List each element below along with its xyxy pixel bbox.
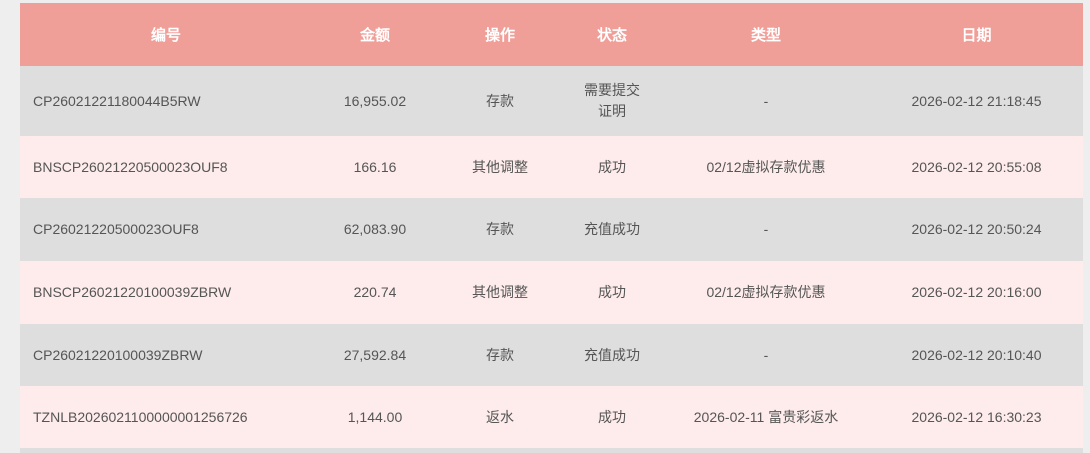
table-header: 编号 金额 操作 状态 类型 日期 [20,3,1083,66]
status-cell: 充值成功 [562,324,662,386]
date-cell: 2026-02-12 21:18:45 [870,66,1083,136]
table-row: CP26021220500023OUF8 62,083.90 存款 充值成功 -2026… [20,198,1083,261]
amount-cell: 27,592.84 [312,324,438,386]
status-cell: 成功 [562,386,662,448]
next-row-partial [20,448,1083,453]
id-cell: BNSCP26021220100039ZBRW [20,261,312,324]
date-cell: 2026-02-12 20:55:08 [870,136,1083,198]
date-cell: 2026-02-12 16:30:23 [870,386,1083,448]
type-cell: 2026-02-11 富贵彩返水 [662,386,870,448]
date-cell: 2026-02-12 20:50:24 [870,198,1083,261]
amount-cell: 16,955.02 [312,66,438,136]
amount-cell: 1,144.00 [312,386,438,448]
status-cell: 充值成功 [562,198,662,261]
type-cell: - [662,324,870,386]
action-cell: 存款 [438,66,562,136]
header-date: 日期 [870,3,1083,66]
amount-cell: 166.16 [312,136,438,198]
id-cell: CP26021220500023OUF8 [20,198,312,261]
type-cell: 02/12虚拟存款优惠 [662,261,870,324]
table-row: CP26021221180044B5RW 16,955.02 存款 需要提交证明 -20… [20,66,1083,136]
type-cell: 02/12虚拟存款优惠 [662,136,870,198]
action-cell: 其他调整 [438,261,562,324]
id-cell: CP26021220100039ZBRW [20,324,312,386]
type-cell: - [662,66,870,136]
amount-cell: 62,083.90 [312,198,438,261]
table-row: BNSCP26021220100039ZBRW 220.74 其他调整 成功 02/12… [20,261,1083,324]
action-cell: 其他调整 [438,136,562,198]
header-type: 类型 [662,3,870,66]
header-status: 状态 [562,3,662,66]
status-cell: 成功 [562,261,662,324]
transactions-table: 编号 金额 操作 状态 类型 日期 CP26021221180044B5RW 16… [20,3,1083,448]
table-row: TZNLB2026021100000001256726 1,144.00 返水 成功 2… [20,386,1083,448]
table-row: CP26021220100039ZBRW 27,592.84 存款 充值成功 -2026… [20,324,1083,386]
date-cell: 2026-02-12 20:10:40 [870,324,1083,386]
type-cell: - [662,198,870,261]
action-cell: 返水 [438,386,562,448]
date-cell: 2026-02-12 20:16:00 [870,261,1083,324]
action-cell: 存款 [438,198,562,261]
amount-cell: 220.74 [312,261,438,324]
header-amount: 金额 [312,3,438,66]
header-id: 编号 [20,3,312,66]
id-cell: TZNLB2026021100000001256726 [20,386,312,448]
id-cell: CP26021221180044B5RW [20,66,312,136]
action-cell: 存款 [438,324,562,386]
id-cell: BNSCP26021220500023OUF8 [20,136,312,198]
table-row: BNSCP26021220500023OUF8 166.16 其他调整 成功 02/12… [20,136,1083,198]
header-action: 操作 [438,3,562,66]
status-cell: 需要提交证明 [562,66,662,136]
status-cell: 成功 [562,136,662,198]
